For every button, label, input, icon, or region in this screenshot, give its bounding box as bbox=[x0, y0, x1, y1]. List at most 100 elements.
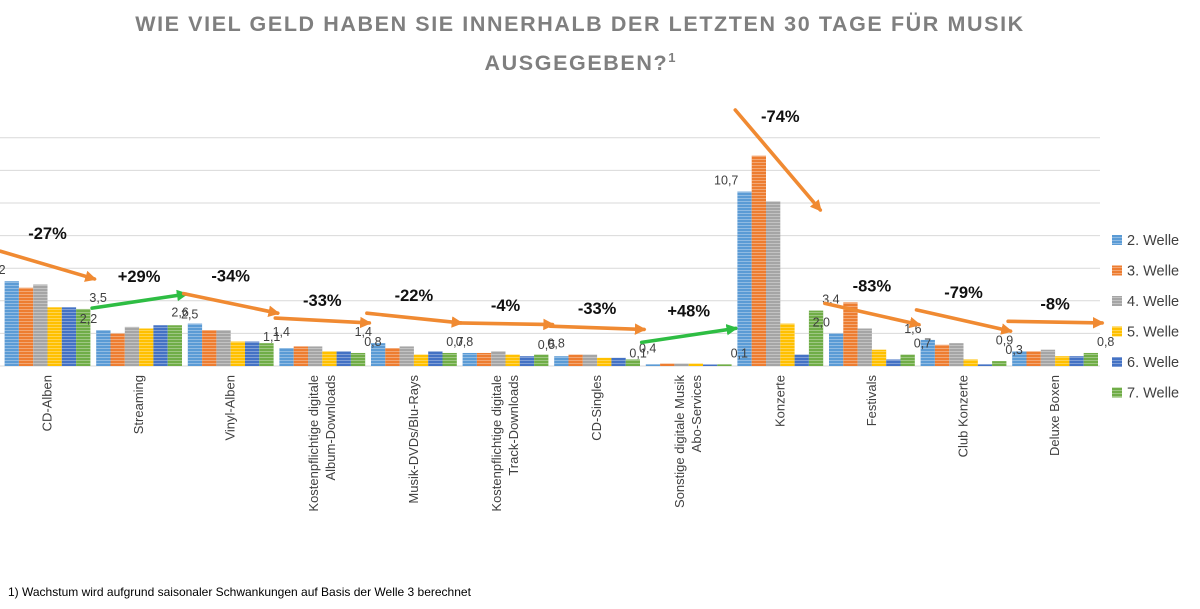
bar-cd-singles-3-welle bbox=[568, 354, 583, 366]
bar-club-konzerte-7-welle bbox=[992, 361, 1007, 366]
legend-swatch-texture bbox=[1112, 265, 1122, 276]
growth-arrow-down bbox=[181, 291, 280, 317]
bar-texture bbox=[780, 323, 795, 366]
legend-swatch-texture bbox=[1112, 357, 1122, 367]
bar-cd-singles-4-welle bbox=[582, 354, 598, 366]
bar-texture bbox=[139, 328, 154, 366]
bar-kostenpflichtige-digitale-track-downloads-2-welle bbox=[462, 352, 477, 366]
growth-arrow-up bbox=[90, 289, 189, 310]
data-label: 0,8 bbox=[1097, 335, 1114, 349]
bar-texture bbox=[259, 343, 274, 366]
bar-texture bbox=[110, 333, 125, 366]
bar-texture bbox=[1026, 351, 1041, 366]
bar-festivals-4-welle bbox=[857, 328, 872, 366]
chart-title: WIE VIEL GELD HABEN SIE INNERHALB DER LE… bbox=[40, 8, 1120, 80]
legend-label: 4. Welle bbox=[1127, 294, 1179, 310]
growth-arrow-down bbox=[0, 249, 97, 282]
bar-texture bbox=[428, 351, 443, 366]
bar-texture bbox=[61, 307, 77, 366]
bar-konzerte-4-welle bbox=[766, 201, 781, 366]
bar-texture bbox=[1012, 351, 1027, 366]
bar-club-konzerte-4-welle bbox=[949, 343, 964, 366]
data-label: 0,1 bbox=[731, 346, 748, 360]
category-label-line: Kostenpflichtige digitale bbox=[306, 375, 321, 512]
category-label-line: CD-Alben bbox=[40, 375, 55, 431]
category-label-line: Kostenpflichtige digitale bbox=[489, 375, 504, 512]
bar-cd-alben-4-welle bbox=[33, 284, 48, 366]
bar-kostenpflichtige-digitale-album-downloads-5-welle bbox=[322, 351, 337, 366]
growth-arrow-down bbox=[1006, 317, 1105, 329]
bar-vinyl-alben-7-welle bbox=[259, 343, 274, 366]
category-label-sonstige-digitale-musik-abo-services: Sonstige digitale Musik Abo-Services bbox=[672, 375, 704, 508]
growth-arrow-down bbox=[733, 108, 823, 212]
bar-texture bbox=[992, 361, 1007, 366]
category-label-line: Konzerte bbox=[772, 375, 787, 427]
bar-deluxe-boxen-4-welle bbox=[1040, 349, 1056, 366]
bar-texture bbox=[1069, 356, 1084, 366]
category-label-deluxe-boxen: Deluxe Boxen bbox=[1047, 375, 1062, 456]
bar-cd-singles-7-welle bbox=[625, 359, 640, 366]
legend-item-7-welle: 7. Welle bbox=[1112, 386, 1179, 402]
category-label-line: CD-Singles bbox=[589, 375, 604, 441]
bar-cd-alben-5-welle bbox=[47, 307, 62, 366]
bar-streaming-2-welle bbox=[96, 330, 111, 366]
bars bbox=[4, 155, 1098, 366]
growth-labels: -27% +29% -34% -33% -22% -4% -33% +48% -74% -83% -… bbox=[28, 108, 1070, 320]
category-labels: CD-Alben Streaming Vinyl-Alben Kostenpflich… bbox=[40, 375, 1063, 512]
bar-texture bbox=[279, 348, 294, 366]
legend-label: 5. Welle bbox=[1127, 325, 1179, 341]
bar-streaming-6-welle bbox=[153, 325, 168, 366]
category-label-vinyl-alben: Vinyl-Alben bbox=[223, 375, 238, 441]
bar-texture bbox=[519, 356, 535, 366]
legend-swatch-texture bbox=[1112, 387, 1122, 398]
category-label-festivals: Festivals bbox=[864, 375, 879, 427]
bar-cd-alben-2-welle bbox=[4, 281, 19, 366]
bar-vinyl-alben-4-welle bbox=[216, 330, 231, 366]
bar-texture bbox=[371, 343, 386, 366]
bar-cd-singles-2-welle bbox=[554, 356, 569, 366]
bar-konzerte-3-welle bbox=[751, 155, 766, 366]
growth-arrow-down bbox=[273, 316, 372, 329]
category-label-line: Album-Downloads bbox=[323, 375, 338, 481]
bar-cd-singles-5-welle bbox=[597, 357, 612, 366]
category-label-cd-alben: CD-Alben bbox=[40, 375, 55, 431]
bar-sonstige-digitale-musik-abo-services-4-welle bbox=[674, 363, 689, 366]
legend-item-5-welle: 5. Welle bbox=[1112, 325, 1179, 341]
bar-musik-dvds-blu-rays-3-welle bbox=[385, 348, 400, 366]
bar-festivals-6-welle bbox=[886, 359, 901, 366]
bar-texture bbox=[202, 330, 217, 366]
bar-vinyl-alben-2-welle bbox=[187, 323, 203, 366]
bar-texture bbox=[476, 352, 492, 366]
footnote: 1) Wachstum wird aufgrund saisonaler Sch… bbox=[8, 585, 471, 599]
bar-texture bbox=[597, 357, 612, 366]
bar-texture bbox=[336, 351, 351, 366]
bar-chart: 5,23,52,22,52,61,41,10,81,40,80,70,80,50… bbox=[0, 108, 1179, 512]
category-label-streaming: Streaming bbox=[131, 375, 146, 434]
growth-label: -33% bbox=[578, 300, 617, 318]
chart-title-footnote-mark: 1 bbox=[668, 50, 676, 65]
legend-label: 2. Welle bbox=[1127, 233, 1179, 249]
bar-deluxe-boxen-5-welle bbox=[1055, 356, 1070, 366]
data-label: 2,6 bbox=[171, 306, 188, 320]
bar-club-konzerte-5-welle bbox=[963, 359, 978, 366]
bar-deluxe-boxen-3-welle bbox=[1026, 351, 1041, 366]
growth-arrow-down bbox=[823, 301, 922, 329]
bar-kostenpflichtige-digitale-track-downloads-5-welle bbox=[505, 354, 520, 366]
category-label-kostenpflichtige-digitale-album-downloads: Kostenpflichtige digitale Album-Downloads bbox=[306, 375, 338, 512]
growth-label: -33% bbox=[303, 292, 342, 310]
category-label-musik-dvds-blu-rays: Musik-DVDs/Blu-Rays bbox=[406, 375, 421, 504]
bar-texture bbox=[18, 287, 34, 366]
bar-musik-dvds-blu-rays-6-welle bbox=[428, 351, 443, 366]
bar-konzerte-2-welle bbox=[737, 191, 752, 366]
bar-kostenpflichtige-digitale-album-downloads-7-welle bbox=[350, 352, 366, 366]
bar-texture bbox=[963, 359, 978, 366]
growth-label: +48% bbox=[667, 302, 710, 320]
bar-sonstige-digitale-musik-abo-services-2-welle bbox=[645, 364, 661, 366]
bar-konzerte-5-welle bbox=[780, 323, 795, 366]
bar-konzerte-6-welle bbox=[794, 354, 809, 366]
growth-label: -79% bbox=[944, 284, 983, 302]
bar-kostenpflichtige-digitale-track-downloads-6-welle bbox=[519, 356, 535, 366]
legend-label: 6. Welle bbox=[1127, 355, 1179, 371]
bar-texture bbox=[442, 352, 457, 366]
growth-label: -34% bbox=[211, 268, 250, 286]
